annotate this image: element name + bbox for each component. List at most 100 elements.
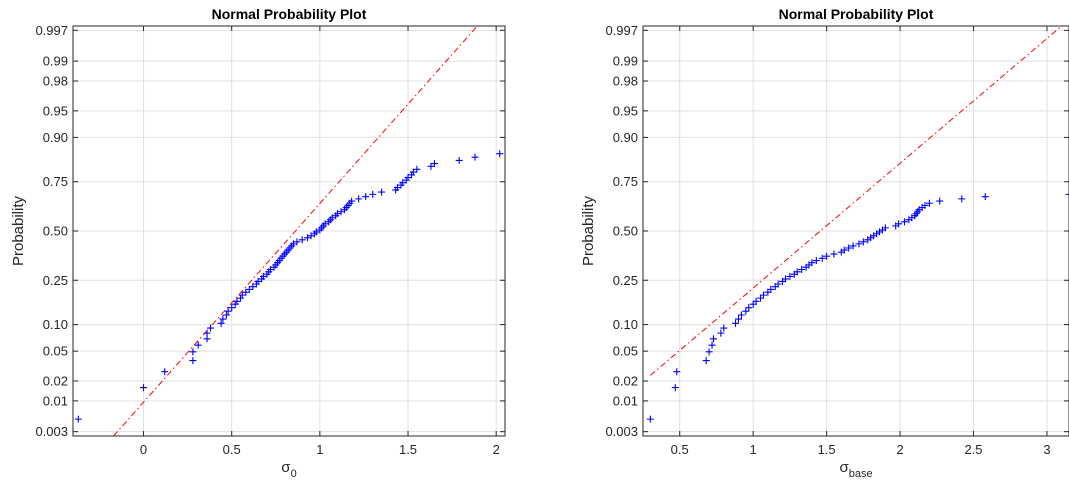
data-point (781, 275, 789, 283)
data-point (745, 304, 753, 312)
data-point (337, 208, 345, 216)
data-point (900, 218, 908, 226)
y-tick-label: 0.25 (43, 273, 68, 288)
data-point (203, 329, 211, 337)
y-tick-label: 0.997 (605, 23, 638, 38)
data-point (496, 150, 504, 158)
data-point (254, 277, 262, 285)
y-tick-label: 0.05 (613, 344, 638, 359)
y-tick-label: 0.02 (613, 373, 638, 388)
data-point (717, 329, 725, 337)
data-point (812, 257, 820, 265)
y-tick-label: 0.997 (35, 23, 68, 38)
x-tick-label: 1 (316, 442, 323, 457)
data-point (759, 291, 767, 299)
y-tick-label: 0.50 (613, 224, 638, 239)
y-tick-label: 0.01 (613, 393, 638, 408)
data-point (455, 156, 463, 164)
data-point (140, 384, 148, 392)
data-point (705, 348, 713, 356)
data-point (413, 165, 421, 173)
x-axis-label: σ0 (281, 459, 296, 480)
chart-title: Normal Probability Plot (779, 6, 934, 22)
data-point (333, 210, 341, 218)
data-point (710, 335, 718, 343)
y-tick-label: 0.75 (43, 174, 68, 189)
data-point (1065, 190, 1069, 198)
data-point (702, 357, 710, 365)
data-point (427, 162, 435, 170)
data-point (808, 259, 816, 267)
data-point (312, 228, 320, 236)
data-point (798, 266, 806, 274)
x-tick-label: 0.5 (223, 442, 241, 457)
data-point (307, 232, 315, 240)
data-point (161, 368, 169, 376)
x-tick-label: 2 (896, 442, 903, 457)
data-point (222, 311, 230, 319)
data-point (328, 214, 336, 222)
data-point (362, 193, 370, 201)
x-tick-label: 1 (750, 442, 757, 457)
data-point (238, 291, 246, 299)
data-point (732, 319, 740, 327)
y-tick-label: 0.003 (35, 424, 68, 439)
data-point (378, 188, 386, 196)
data-point (245, 285, 253, 293)
data-point (259, 272, 267, 280)
x-tick-label: 1.5 (399, 442, 417, 457)
data-point (430, 160, 438, 168)
data-point (266, 266, 274, 274)
data-point (298, 236, 306, 244)
data-point (404, 174, 412, 182)
data-point (233, 297, 241, 305)
data-point (399, 179, 407, 187)
x-tick-label: 2 (493, 442, 500, 457)
y-tick-label: 0.98 (43, 74, 68, 89)
chart-1: 0 0.5 1 1.5 2 0.003 0.01 0.02 0.05 0.10 0.25 0.50 0.… (10, 6, 506, 480)
data-point (859, 238, 867, 246)
data-point (734, 315, 742, 323)
data-point (921, 201, 929, 209)
data-point (767, 285, 775, 293)
y-tick-label: 0.10 (43, 317, 68, 332)
data-point (231, 300, 239, 308)
data-point (749, 300, 757, 308)
data-point (823, 252, 831, 260)
y-tick-label: 0.90 (43, 130, 68, 145)
data-point (207, 324, 215, 332)
data-point (673, 368, 681, 376)
data-point (855, 240, 863, 248)
data-point (895, 220, 903, 228)
data-point (289, 240, 297, 248)
y-tick-label: 0.10 (613, 317, 638, 332)
data-point (293, 238, 301, 246)
y-tick-label: 0.05 (43, 344, 68, 359)
chart-title: Normal Probability Plot (212, 6, 367, 22)
data-point (793, 268, 801, 276)
data-point (671, 384, 679, 392)
data-point (646, 415, 654, 423)
data-point (881, 224, 889, 232)
data-point (217, 319, 225, 327)
data-point (774, 280, 782, 288)
y-tick-label: 0.90 (613, 130, 638, 145)
data-point (304, 234, 312, 242)
y-tick-label: 0.98 (613, 74, 638, 89)
data-point (237, 294, 245, 302)
data-point (786, 272, 794, 280)
data-point (194, 341, 202, 349)
x-tick-label: 0.5 (671, 442, 689, 457)
data-point (224, 307, 232, 315)
data-point (830, 250, 838, 258)
data-point (74, 415, 82, 423)
data-point (249, 283, 257, 291)
data-point (752, 297, 760, 305)
data-point (849, 242, 857, 250)
data-point (936, 197, 944, 205)
data-point (219, 315, 227, 323)
y-axis-label: Probability (10, 195, 27, 266)
data-point (757, 294, 765, 302)
data-point (471, 153, 479, 161)
